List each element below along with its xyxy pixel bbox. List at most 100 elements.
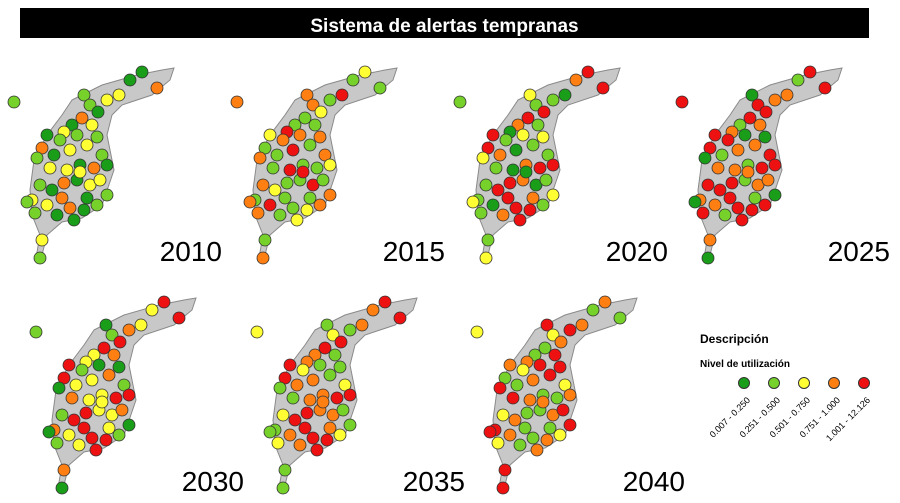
map-panel-2035: 2035 — [245, 270, 465, 500]
plant-marker — [314, 105, 328, 119]
plant-marker — [57, 463, 71, 477]
plant-marker — [529, 178, 543, 192]
plant-marker — [99, 433, 113, 447]
plant-marker — [701, 251, 715, 265]
plant-marker — [85, 118, 99, 132]
plant-marker — [741, 165, 755, 179]
plant-marker — [530, 443, 544, 457]
plant-marker — [751, 98, 765, 112]
plant-marker — [82, 393, 96, 407]
plant-marker — [328, 348, 342, 362]
plant-marker — [79, 406, 93, 420]
plant-marker — [493, 381, 507, 395]
plant-marker — [558, 88, 572, 102]
plant-marker — [481, 233, 495, 247]
plant-marker — [526, 373, 540, 387]
plant-marker — [113, 335, 127, 349]
plant-marker — [99, 318, 113, 332]
plant-marker — [526, 431, 540, 445]
plant-marker — [112, 428, 126, 442]
plant-marker — [701, 178, 715, 192]
plant-marker — [318, 148, 332, 162]
plant-marker — [323, 158, 337, 172]
plant-marker — [310, 443, 324, 457]
plant-marker — [65, 391, 79, 405]
plant-marker — [263, 128, 277, 142]
plant-marker — [250, 325, 264, 339]
plant-marker — [73, 165, 87, 179]
plant-marker — [718, 208, 732, 222]
plant-marker — [708, 198, 722, 212]
plant-marker — [278, 191, 292, 205]
plant-marker — [768, 93, 782, 107]
plant-marker — [122, 388, 136, 402]
plant-marker — [503, 358, 517, 372]
region-map — [675, 65, 843, 265]
plant-marker — [393, 311, 407, 325]
plant-marker — [748, 138, 762, 152]
plant-marker — [290, 213, 304, 227]
plant-marker — [288, 118, 302, 132]
plant-marker — [145, 303, 159, 317]
plant-marker — [97, 341, 111, 355]
plant-marker — [283, 358, 297, 372]
plant-marker — [323, 93, 337, 107]
plant-marker — [286, 391, 300, 405]
plant-marker — [273, 381, 287, 395]
plant-marker — [553, 360, 567, 374]
plant-marker — [320, 433, 334, 447]
plant-marker — [90, 198, 104, 212]
legend-swatch-2 — [768, 377, 780, 389]
plant-marker — [581, 65, 595, 79]
plant-marker — [276, 408, 290, 422]
plant-marker — [486, 198, 500, 212]
plant-marker — [479, 251, 493, 265]
plant-marker — [483, 425, 497, 439]
plant-marker — [768, 158, 782, 172]
plant-marker — [523, 393, 537, 407]
plant-marker — [563, 418, 577, 432]
plant-marker — [93, 173, 107, 187]
plant-marker — [675, 95, 689, 109]
plant-marker — [290, 378, 304, 392]
plant-marker — [300, 406, 314, 420]
plant-marker — [711, 161, 725, 175]
plant-marker — [536, 198, 550, 212]
region-map — [29, 295, 197, 495]
plant-marker — [55, 481, 69, 495]
plant-marker — [42, 425, 56, 439]
plant-marker — [95, 148, 109, 162]
plant-marker — [52, 381, 66, 395]
plant-marker — [738, 128, 752, 142]
legend-subtitle: Nivel de utilización — [700, 359, 791, 370]
plant-marker — [35, 141, 49, 155]
plant-marker — [62, 428, 76, 442]
plant-marker — [296, 165, 310, 179]
plant-marker — [698, 151, 712, 165]
plant-marker — [733, 118, 747, 132]
region-map — [7, 65, 175, 265]
plant-marker — [293, 128, 307, 142]
map-panel-2015: 2015 — [225, 40, 445, 270]
plant-marker — [703, 141, 717, 155]
panel-year: 2010 — [159, 236, 222, 267]
plant-marker — [703, 233, 717, 247]
plant-marker — [529, 98, 543, 112]
plant-marker — [791, 73, 805, 87]
plant-marker — [122, 323, 136, 337]
plant-marker — [270, 148, 284, 162]
plant-marker — [123, 73, 137, 87]
plant-marker — [77, 421, 91, 435]
plant-marker — [280, 176, 294, 190]
plant-marker — [320, 318, 334, 332]
plant-marker — [550, 391, 564, 405]
plant-marker — [29, 325, 43, 339]
plant-marker — [721, 133, 735, 147]
plant-marker — [75, 111, 89, 125]
plant-marker — [688, 195, 702, 209]
plant-marker — [761, 173, 775, 187]
plant-marker — [70, 128, 84, 142]
plant-marker — [759, 105, 773, 119]
plant-marker — [378, 295, 392, 309]
plant-marker — [83, 98, 97, 112]
